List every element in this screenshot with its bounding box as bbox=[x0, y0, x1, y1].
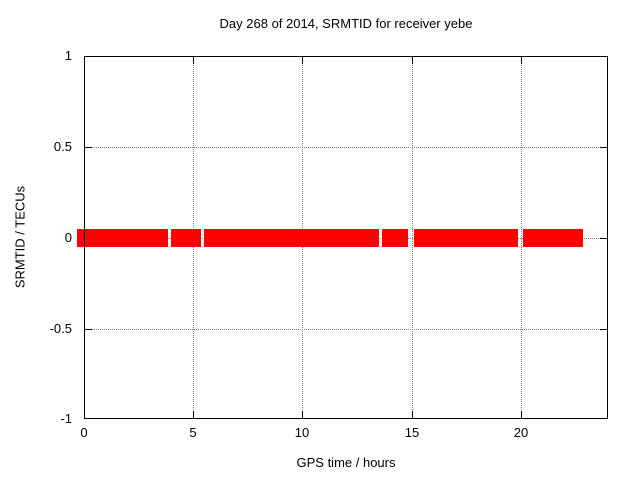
y-gridline bbox=[85, 329, 607, 330]
y-tick-label: -0.5 bbox=[49, 321, 72, 336]
srmtid-data-segment bbox=[414, 229, 518, 247]
x-tick-mark-top bbox=[521, 57, 522, 64]
x-tick-mark-top bbox=[193, 57, 194, 64]
x-tick-mark-top bbox=[302, 57, 303, 64]
x-tick-label: 15 bbox=[404, 425, 420, 440]
srmtid-data-segment bbox=[523, 229, 583, 247]
y-axis-label: SRMTID / TECUs bbox=[12, 185, 28, 289]
x-tick-label: 5 bbox=[189, 425, 197, 440]
y-tick-label: 0.5 bbox=[53, 139, 72, 154]
srmtid-data-segment bbox=[382, 229, 408, 247]
x-tick-label: 10 bbox=[294, 425, 310, 440]
y-tick-label: 0 bbox=[64, 230, 72, 245]
y-tick-mark-right bbox=[600, 329, 607, 330]
srmtid-data-segment bbox=[171, 229, 201, 247]
srmtid-data-segment bbox=[77, 229, 168, 247]
y-tick-mark-left bbox=[85, 147, 92, 148]
chart-title: Day 268 of 2014, SRMTID for receiver yeb… bbox=[219, 16, 473, 31]
plot-border bbox=[84, 56, 608, 419]
y-tick-mark-left bbox=[85, 329, 92, 330]
x-tick-label: 20 bbox=[513, 425, 529, 440]
y-tick-label: -1 bbox=[60, 411, 72, 426]
y-tick-label: 1 bbox=[64, 48, 72, 63]
x-gridline bbox=[412, 57, 413, 418]
x-tick-label: 0 bbox=[80, 425, 88, 440]
srmtid-data-segment bbox=[204, 229, 379, 247]
x-gridline bbox=[521, 57, 522, 418]
y-tick-mark-right bbox=[600, 238, 607, 239]
y-gridline bbox=[85, 147, 607, 148]
y-tick-mark-right bbox=[600, 147, 607, 148]
x-tick-mark-top bbox=[412, 57, 413, 64]
x-tick-mark-bottom bbox=[193, 411, 194, 418]
x-tick-mark-bottom bbox=[302, 411, 303, 418]
x-tick-mark-bottom bbox=[412, 411, 413, 418]
x-tick-mark-bottom bbox=[521, 411, 522, 418]
x-axis-label: GPS time / hours bbox=[296, 455, 396, 470]
